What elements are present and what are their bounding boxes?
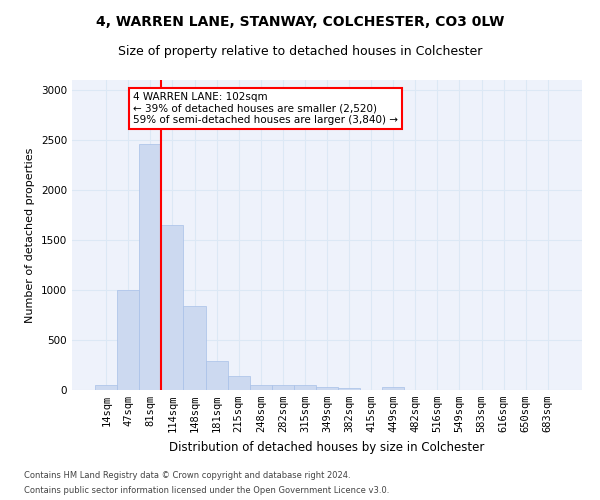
Bar bbox=[139, 144, 161, 390]
Bar bbox=[338, 388, 360, 390]
Bar bbox=[382, 387, 404, 390]
X-axis label: Distribution of detached houses by size in Colchester: Distribution of detached houses by size … bbox=[169, 440, 485, 454]
Text: 4 WARREN LANE: 102sqm
← 39% of detached houses are smaller (2,520)
59% of semi-d: 4 WARREN LANE: 102sqm ← 39% of detached … bbox=[133, 92, 398, 125]
Bar bbox=[184, 306, 206, 390]
Bar bbox=[117, 290, 139, 390]
Y-axis label: Number of detached properties: Number of detached properties bbox=[25, 148, 35, 322]
Bar bbox=[206, 360, 227, 390]
Bar bbox=[294, 384, 316, 390]
Text: 4, WARREN LANE, STANWAY, COLCHESTER, CO3 0LW: 4, WARREN LANE, STANWAY, COLCHESTER, CO3… bbox=[96, 15, 504, 29]
Text: Contains HM Land Registry data © Crown copyright and database right 2024.: Contains HM Land Registry data © Crown c… bbox=[24, 471, 350, 480]
Bar bbox=[161, 225, 184, 390]
Bar bbox=[250, 384, 272, 390]
Bar bbox=[316, 387, 338, 390]
Text: Contains public sector information licensed under the Open Government Licence v3: Contains public sector information licen… bbox=[24, 486, 389, 495]
Bar bbox=[227, 376, 250, 390]
Text: Size of property relative to detached houses in Colchester: Size of property relative to detached ho… bbox=[118, 45, 482, 58]
Bar bbox=[95, 384, 117, 390]
Bar bbox=[272, 385, 294, 390]
